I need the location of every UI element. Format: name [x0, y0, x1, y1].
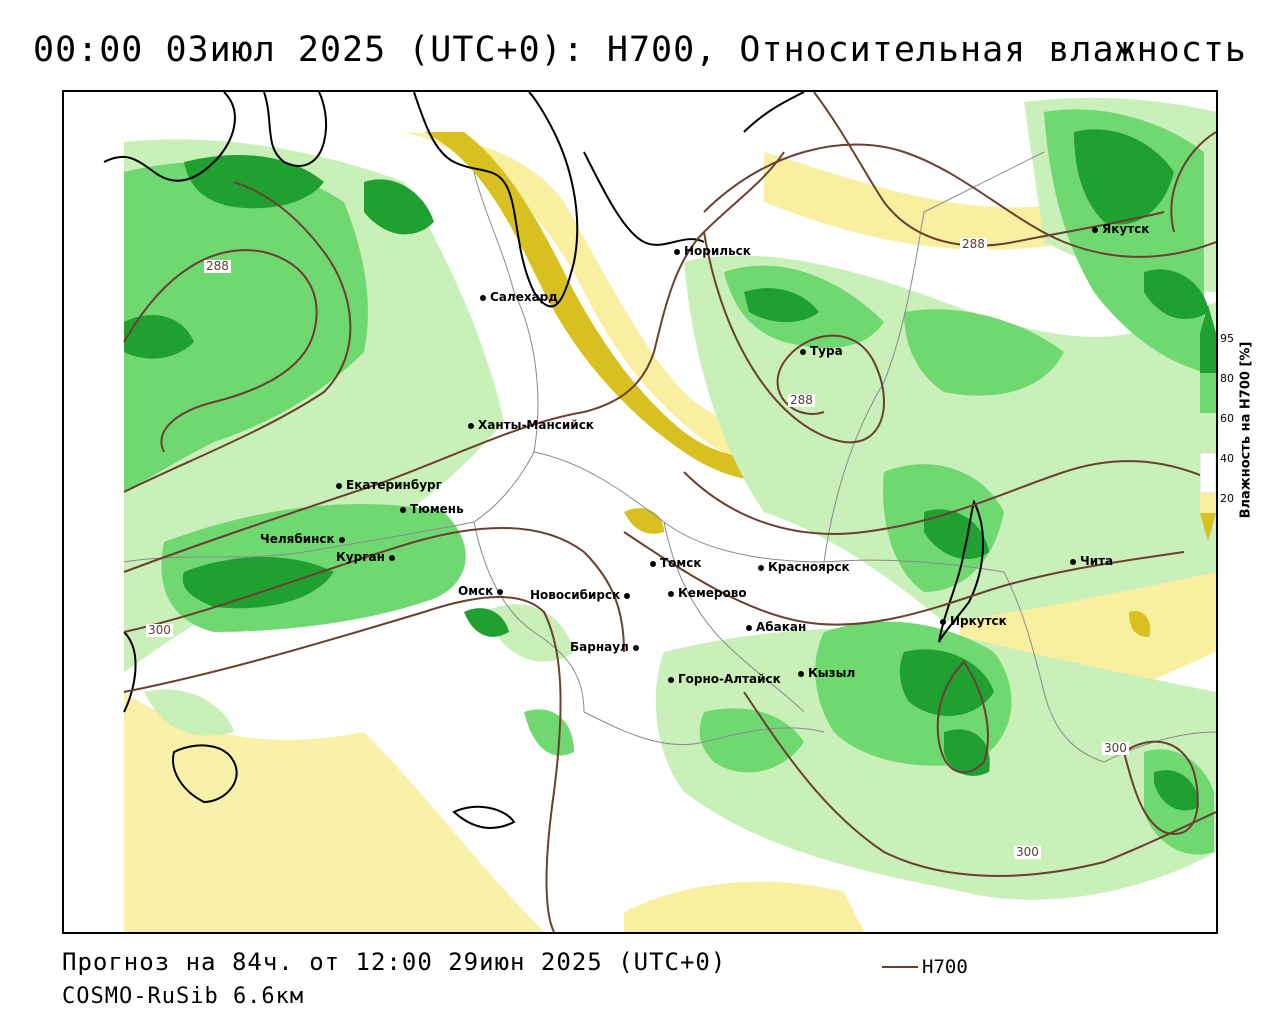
- city-marker: Омск: [458, 584, 507, 598]
- city-dot: [336, 482, 342, 489]
- city-marker: Абакан: [746, 620, 806, 634]
- city-label: Екатеринбург: [346, 478, 442, 492]
- city-label: Кемерово: [678, 586, 747, 600]
- city-marker: Норильск: [674, 244, 751, 258]
- coastlines: [103, 92, 984, 829]
- city-dot: [632, 644, 639, 651]
- city-dot: [497, 588, 504, 595]
- colorbar-tick: 80: [1220, 372, 1234, 385]
- contour-label: 300: [146, 623, 173, 637]
- city-label: Барнаул: [570, 640, 629, 654]
- city-dot: [940, 618, 946, 625]
- city-marker: Барнаул: [570, 640, 643, 654]
- city-label: Новосибирск: [530, 588, 621, 602]
- city-label: Якутск: [1102, 222, 1150, 236]
- city-label: Омск: [458, 584, 494, 598]
- colorbar-ticks: 95 80 60 40 20: [1220, 330, 1242, 520]
- city-label: Курган: [336, 550, 385, 564]
- city-label: Челябинск: [260, 532, 335, 546]
- city-label: Абакан: [756, 620, 807, 634]
- colorbar-segment: [1200, 373, 1216, 413]
- colorbar: [1200, 305, 1216, 541]
- city-dot: [400, 506, 406, 513]
- colorbar-title: Влажность на H700 [%]: [1238, 341, 1254, 519]
- city-dot: [650, 560, 656, 567]
- colorbar-bottom-arrow: [1200, 513, 1216, 541]
- city-dot: [338, 536, 345, 543]
- region-borders: [123, 151, 1216, 763]
- city-marker: Новосибирск: [530, 588, 634, 602]
- colorbar-tick: 40: [1220, 452, 1234, 465]
- city-dot: [668, 590, 674, 597]
- colorbar-tick: 60: [1220, 412, 1234, 425]
- city-marker: Чита: [1070, 554, 1113, 568]
- city-marker: Тура: [800, 344, 843, 358]
- colorbar-top-arrow: [1200, 305, 1216, 333]
- city-dot: [800, 348, 806, 355]
- city-marker: Томск: [650, 556, 702, 570]
- map-title: 00:00 03июл 2025 (UTC+0): H700, Относите…: [33, 30, 1247, 70]
- city-marker: Якутск: [1092, 222, 1149, 236]
- contour-legend-label: H700: [922, 956, 968, 978]
- city-label: Чита: [1080, 554, 1114, 568]
- contour-label: 288: [960, 237, 987, 251]
- city-label: Норильск: [684, 244, 751, 258]
- city-dot: [746, 624, 752, 631]
- city-label: Тюмень: [410, 502, 464, 516]
- colorbar-tick: 95: [1220, 332, 1234, 345]
- city-label: Красноярск: [768, 560, 850, 574]
- contour-label: 288: [788, 393, 815, 407]
- city-label: Иркутск: [950, 614, 1007, 628]
- city-dot: [624, 592, 631, 599]
- map-panel: 288 288 288 300 300 300 Салехард Норильс…: [62, 90, 1218, 934]
- colorbar-segment: [1200, 413, 1216, 453]
- city-label: Кызыл: [808, 666, 856, 680]
- colorbar-segment: [1200, 452, 1216, 494]
- city-label: Салехард: [490, 290, 558, 304]
- city-dot: [668, 676, 674, 683]
- city-label: Ханты-Мансийск: [478, 418, 594, 432]
- humidity-field: [103, 92, 1216, 932]
- city-dot: [1070, 558, 1076, 565]
- city-marker: Иркутск: [940, 614, 1007, 628]
- model-name: COSMO-RuSib 6.6км: [62, 984, 305, 1009]
- city-dot: [674, 248, 680, 255]
- city-marker: Кемерово: [668, 586, 747, 600]
- city-dot: [758, 564, 764, 571]
- city-dot: [798, 670, 804, 677]
- city-dot: [468, 422, 474, 429]
- city-marker: Горно-Алтайск: [668, 672, 781, 686]
- city-marker: Курган: [336, 550, 399, 564]
- city-dot: [388, 554, 395, 561]
- colorbar-segment: [1200, 493, 1216, 513]
- city-marker: Кызыл: [798, 666, 855, 680]
- contour-legend: H700: [882, 956, 968, 978]
- h700-contours: [123, 92, 1216, 932]
- city-marker: Ханты-Мансийск: [468, 418, 594, 432]
- city-marker: Тюмень: [400, 502, 464, 516]
- very-wet-areas: [124, 129, 1209, 811]
- forecast-info: Прогноз на 84ч. от 12:00 29июн 2025 (UTC…: [62, 948, 727, 976]
- city-marker: Красноярск: [758, 560, 850, 574]
- city-label: Томск: [660, 556, 702, 570]
- city-dot: [1092, 226, 1098, 233]
- city-label: Тура: [810, 344, 843, 358]
- colorbar-segment: [1200, 333, 1216, 373]
- city-marker: Челябинск: [260, 532, 349, 546]
- city-marker: Салехард: [480, 290, 558, 304]
- city-dot: [480, 294, 486, 301]
- contour-label: 300: [1102, 741, 1129, 755]
- contour-legend-line: [882, 966, 918, 968]
- colorbar-tick: 20: [1220, 492, 1234, 505]
- contour-label: 300: [1014, 845, 1041, 859]
- contour-label: 288: [204, 259, 231, 273]
- city-label: Горно-Алтайск: [678, 672, 781, 686]
- city-marker: Екатеринбург: [336, 478, 442, 492]
